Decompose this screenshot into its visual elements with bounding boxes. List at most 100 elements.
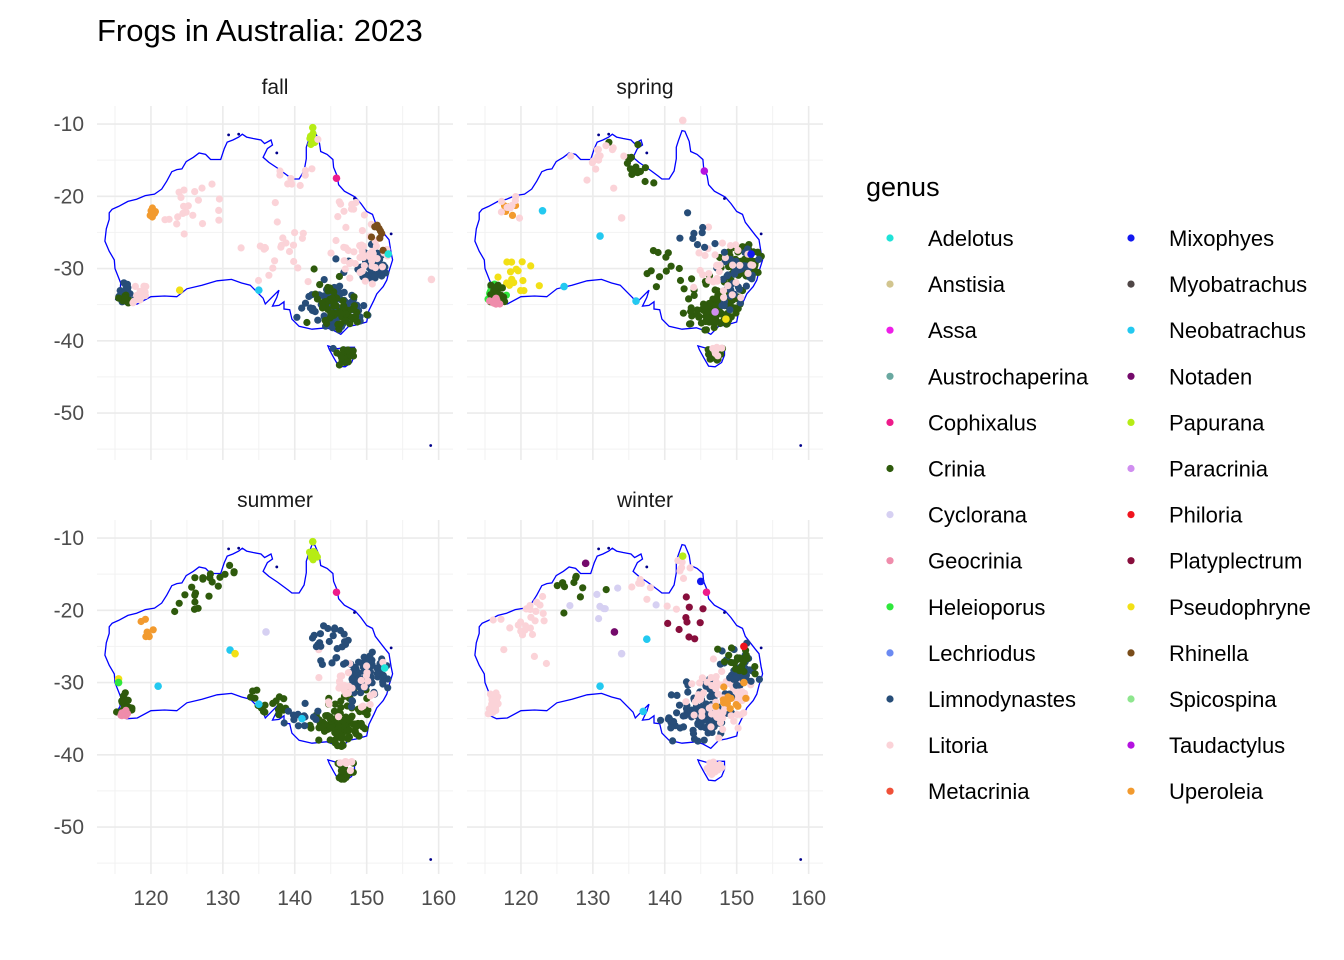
point-crinia [337, 703, 345, 712]
point-limnodynastes [342, 659, 350, 667]
point-crinia [733, 654, 742, 662]
point-litoria [663, 602, 671, 610]
point-crinia [335, 723, 343, 731]
point-crinia [326, 724, 335, 732]
legend-key [1127, 649, 1135, 657]
point-litoria [334, 713, 343, 721]
point-litoria [709, 655, 718, 663]
point-geocrinia [118, 710, 126, 718]
legend-item-notaden: Notaden [1127, 364, 1252, 389]
point-litoria [352, 198, 360, 207]
point-litoria [359, 702, 367, 710]
legend-key [886, 603, 894, 611]
point-litoria [583, 176, 591, 184]
point-litoria [498, 197, 506, 205]
point-litoria [346, 260, 354, 268]
mainland-coastline [104, 543, 394, 750]
point-litoria [500, 646, 508, 654]
panel-summer: summer -10 -20 -30 -40 -50 120 130 140 150 160 [54, 489, 456, 910]
legend-key [1127, 326, 1135, 334]
point-crinia [208, 578, 216, 586]
panel-spring: spring [467, 76, 823, 460]
point-litoria [713, 262, 721, 270]
point-neobatrachus [632, 297, 640, 305]
island-dot [723, 197, 726, 200]
point-litoria [705, 270, 713, 278]
point-litoria [325, 700, 333, 708]
point-taudactylus [700, 167, 709, 175]
point-crinia [714, 645, 722, 653]
island-dot [759, 646, 763, 650]
point-cyclorana [593, 590, 601, 599]
point-litoria [364, 677, 372, 685]
point-limnodynastes [755, 255, 763, 263]
legend-item-uperoleia: Uperoleia [1127, 779, 1264, 804]
point-crinia [572, 572, 580, 580]
point-limnodynastes [122, 283, 130, 291]
point-litoria [314, 135, 322, 143]
point-litoria [198, 184, 206, 192]
point-cophixalus [332, 588, 341, 597]
point-litoria [215, 195, 223, 203]
point-heleioporus [114, 678, 123, 687]
point-crinia [315, 736, 323, 744]
point-limnodynastes [690, 735, 699, 743]
point-crinia [363, 711, 371, 719]
point-crinia [199, 575, 207, 583]
point-limnodynastes [365, 656, 373, 664]
point-rhinella [371, 223, 379, 231]
point-crinia [687, 304, 695, 312]
point-litoria [265, 271, 273, 279]
point-crinia [191, 574, 199, 582]
point-limnodynastes [742, 282, 751, 290]
point-crinia [679, 309, 688, 317]
point-limnodynastes [370, 272, 378, 281]
point-litoria [705, 704, 713, 712]
point-uperoleia [712, 702, 720, 710]
point-litoria [530, 652, 539, 661]
legend-label: Rhinella [1169, 641, 1249, 666]
point-litoria [194, 196, 202, 204]
legend-label: Papurana [1169, 410, 1265, 435]
y-tick-label: -20 [54, 185, 84, 208]
point-litoria [271, 257, 279, 265]
point-litoria [511, 197, 519, 205]
point-crinia [662, 253, 670, 261]
point-litoria [357, 676, 365, 685]
point-limnodynastes [301, 722, 309, 730]
point-limnodynastes [676, 724, 684, 732]
legend-label: Philoria [1169, 503, 1243, 528]
point-limnodynastes [320, 622, 328, 630]
point-litoria [340, 681, 348, 690]
point-crinia [338, 733, 346, 741]
legend-label: Mixophyes [1169, 226, 1274, 251]
y-tick-label: -10 [54, 527, 84, 550]
point-litoria [363, 669, 371, 677]
point-neobatrachus [596, 232, 604, 240]
point-litoria [515, 214, 524, 222]
island-dot [227, 547, 231, 551]
point-limnodynastes [755, 675, 764, 684]
point-uperoleia [734, 702, 742, 710]
point-litoria [686, 564, 694, 572]
point-limnodynastes [669, 737, 677, 745]
point-crinia [676, 276, 685, 285]
point-limnodynastes [314, 316, 322, 324]
x-tick-label: 130 [575, 887, 610, 910]
point-crinia [560, 609, 568, 617]
point-litoria [273, 218, 281, 226]
point-litoria [370, 690, 378, 698]
point-litoria [366, 253, 374, 261]
legend-key [886, 464, 894, 473]
point-pseudophryne [518, 258, 526, 266]
legend-label: Myobatrachus [1169, 272, 1307, 297]
point-uperoleia [724, 693, 732, 701]
point-pseudophryne [510, 279, 518, 287]
point-litoria [350, 248, 358, 256]
legend-item-papurana: Papurana [1127, 410, 1265, 435]
y-tick-label: -40 [54, 744, 84, 767]
legend-key [886, 695, 894, 703]
legend-key [1127, 741, 1135, 749]
point-litoria [532, 607, 540, 616]
point-litoria [609, 144, 617, 152]
